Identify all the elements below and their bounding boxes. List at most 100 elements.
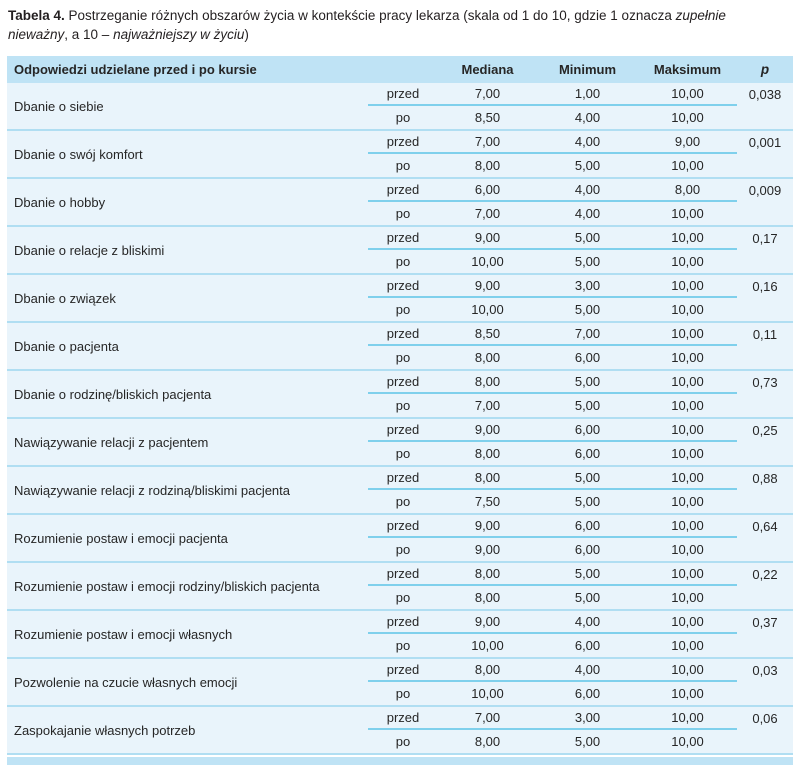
po-row-label: po <box>395 302 411 317</box>
po-maksimum-value: 10,00 <box>671 302 704 317</box>
p-value: 0,88 <box>752 471 778 486</box>
po-mediana-value: 9,00 <box>474 542 501 557</box>
row-category-label: Nawiązywanie relacji z pacjentem <box>14 434 209 450</box>
po-minimum-value: 6,00 <box>574 446 601 461</box>
przed-row-label: przed <box>368 323 438 346</box>
przed-row-label: przed <box>368 227 438 250</box>
p-value: 0,73 <box>752 375 778 390</box>
przed-mediana-value: 8,00 <box>438 659 537 682</box>
przed-maksimum-value: 10,00 <box>638 467 737 490</box>
po-mediana-value: 8,00 <box>474 158 501 173</box>
po-mediana-value: 10,00 <box>471 254 504 269</box>
po-maksimum-value: 10,00 <box>671 350 704 365</box>
row-category-label: Dbanie o hobby <box>14 194 106 210</box>
przed-row-label: przed <box>368 611 438 634</box>
przed-maksimum-value: 10,00 <box>638 611 737 634</box>
p-value: 0,038 <box>748 87 782 102</box>
table-row-group: Dbanie o relacje z bliskimi przed 9,00 5… <box>7 227 793 275</box>
row-category-label: Dbanie o pacjenta <box>14 338 119 354</box>
header-maksimum-col: Maksimum <box>653 62 722 77</box>
table-footer-bar <box>7 757 793 765</box>
po-row-label: po <box>395 110 411 125</box>
przed-maksimum-value: 10,00 <box>638 275 737 298</box>
p-value: 0,17 <box>752 231 778 246</box>
po-mediana-value: 10,00 <box>471 302 504 317</box>
po-row-label: po <box>395 446 411 461</box>
po-maksimum-value: 10,00 <box>671 542 704 557</box>
caption-table-number: Tabela 4. <box>8 8 65 23</box>
p-empty-cell <box>737 490 793 513</box>
p-value: 0,16 <box>752 279 778 294</box>
po-mediana-value: 7,00 <box>474 398 501 413</box>
p-empty-cell <box>737 586 793 609</box>
po-mediana-value: 10,00 <box>471 686 504 701</box>
row-category-label: Dbanie o rodzinę/bliskich pacjenta <box>14 386 212 402</box>
header-p-col: p <box>760 62 770 77</box>
row-category-label: Rozumienie postaw i emocji własnych <box>14 626 233 642</box>
table-caption: Tabela 4. Postrzeganie różnych obszarów … <box>8 6 768 44</box>
p-empty-cell <box>737 682 793 705</box>
header-mediana-col: Mediana <box>461 62 514 77</box>
po-maksimum-value: 10,00 <box>671 446 704 461</box>
table-row-group: Dbanie o rodzinę/bliskich pacjenta przed… <box>7 371 793 419</box>
przed-mediana-value: 9,00 <box>438 611 537 634</box>
po-minimum-value: 5,00 <box>574 494 601 509</box>
row-category-label: Rozumienie postaw i emocji rodziny/blisk… <box>14 578 320 594</box>
po-maksimum-value: 10,00 <box>671 158 704 173</box>
po-mediana-value: 8,00 <box>474 350 501 365</box>
table-row-group: Nawiązywanie relacji z rodziną/bliskimi … <box>7 467 793 515</box>
p-empty-cell <box>737 250 793 273</box>
po-maksimum-value: 10,00 <box>671 398 704 413</box>
p-value: 0,64 <box>752 519 778 534</box>
przed-maksimum-value: 10,00 <box>638 659 737 682</box>
p-value: 0,37 <box>752 615 778 630</box>
po-maksimum-value: 10,00 <box>671 494 704 509</box>
table-row-group: Rozumienie postaw i emocji własnych prze… <box>7 611 793 659</box>
po-maksimum-value: 10,00 <box>671 734 704 749</box>
przed-row-label: przed <box>368 371 438 394</box>
po-maksimum-value: 10,00 <box>671 254 704 269</box>
po-minimum-value: 6,00 <box>574 638 601 653</box>
przed-mediana-value: 9,00 <box>438 275 537 298</box>
header-answers-col: Odpowiedzi udzielane przed i po kursie <box>14 62 257 77</box>
table-row-group: Dbanie o związek przed 9,00 3,00 10,00 0… <box>7 275 793 323</box>
przed-row-label: przed <box>368 131 438 154</box>
results-table: Odpowiedzi udzielane przed i po kursie M… <box>7 56 793 765</box>
p-empty-cell <box>737 106 793 129</box>
p-value: 0,03 <box>752 663 778 678</box>
p-value: 0,22 <box>752 567 778 582</box>
po-minimum-value: 6,00 <box>574 542 601 557</box>
po-row-label: po <box>395 542 411 557</box>
table-row-group: Zaspokajanie własnych potrzeb przed 7,00… <box>7 707 793 755</box>
caption-italic-term-2: najważniejszy w życiu <box>113 27 245 42</box>
row-category-label: Pozwolenie na czucie własnych emocji <box>14 674 238 690</box>
przed-mediana-value: 8,00 <box>438 467 537 490</box>
p-empty-cell <box>737 202 793 225</box>
po-mediana-value: 7,50 <box>474 494 501 509</box>
przed-minimum-value: 5,00 <box>537 227 638 250</box>
po-mediana-value: 8,00 <box>474 590 501 605</box>
p-empty-cell <box>737 154 793 177</box>
p-empty-cell <box>737 346 793 369</box>
przed-maksimum-value: 10,00 <box>638 371 737 394</box>
table-row-group: Rozumienie postaw i emocji pacjenta prze… <box>7 515 793 563</box>
przed-mediana-value: 9,00 <box>438 515 537 538</box>
przed-minimum-value: 4,00 <box>537 659 638 682</box>
row-category-label: Dbanie o siebie <box>14 98 104 114</box>
po-row-label: po <box>395 590 411 605</box>
przed-minimum-value: 7,00 <box>537 323 638 346</box>
po-maksimum-value: 10,00 <box>671 638 704 653</box>
po-minimum-value: 4,00 <box>574 110 601 125</box>
row-category-label: Dbanie o związek <box>14 290 116 306</box>
przed-minimum-value: 6,00 <box>537 419 638 442</box>
caption-text: Postrzeganie różnych obszarów życia w ko… <box>64 8 676 23</box>
p-value: 0,001 <box>748 135 782 150</box>
przed-minimum-value: 4,00 <box>537 131 638 154</box>
po-row-label: po <box>395 398 411 413</box>
po-minimum-value: 5,00 <box>574 734 601 749</box>
p-empty-cell <box>737 298 793 321</box>
table-bottom-gap <box>7 755 793 757</box>
przed-minimum-value: 3,00 <box>537 707 638 730</box>
przed-row-label: przed <box>368 515 438 538</box>
przed-mediana-value: 7,00 <box>438 131 537 154</box>
